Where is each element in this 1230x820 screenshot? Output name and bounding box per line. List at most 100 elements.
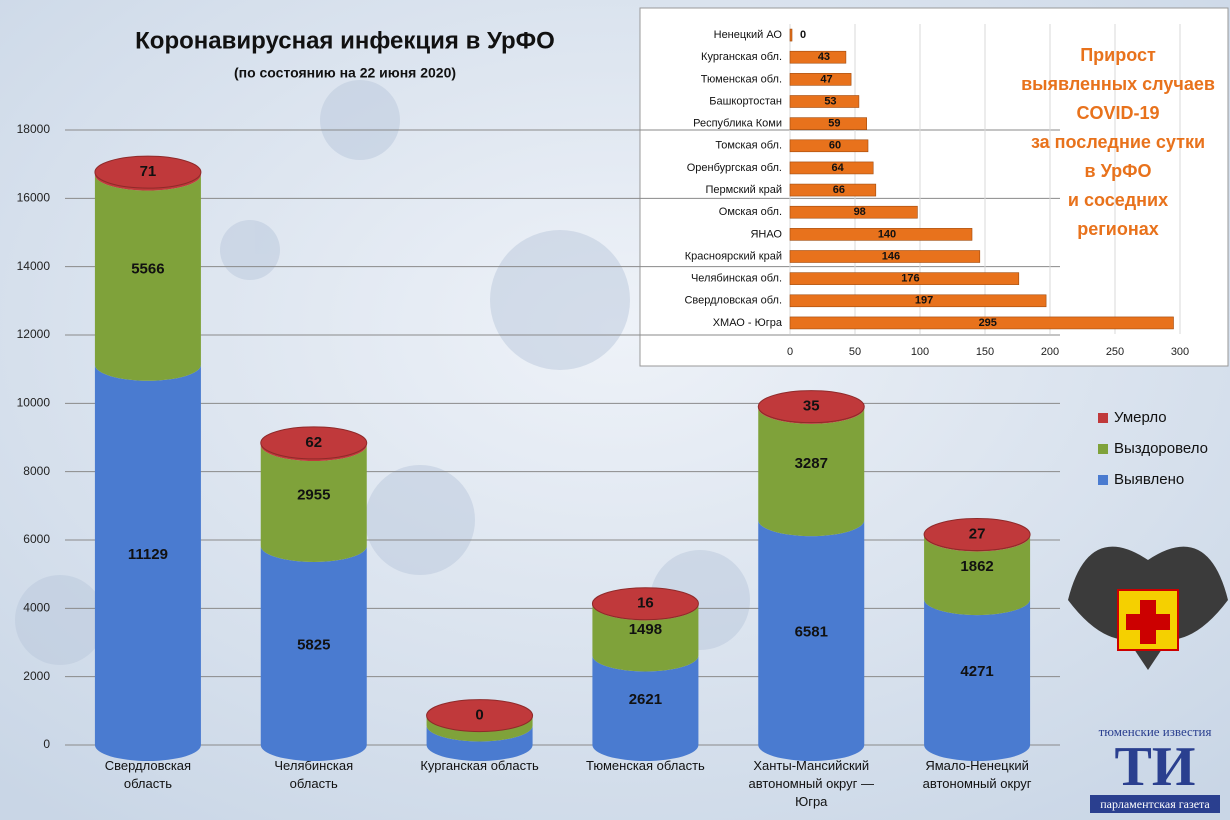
inset-title: Прирост bbox=[1080, 45, 1156, 65]
data-label: 71 bbox=[140, 163, 157, 180]
bar-segment bbox=[94, 364, 201, 761]
cylinder-cap bbox=[591, 587, 699, 621]
data-label: 98 bbox=[854, 206, 866, 218]
y-tick-label: Свердловская обл. bbox=[684, 295, 782, 307]
y-tick-label: 2000 bbox=[23, 669, 50, 683]
inset-title: в УрФО bbox=[1085, 161, 1152, 181]
y-tick-label: Оренбургская обл. bbox=[687, 162, 782, 174]
logo-top: тюменские известия bbox=[1099, 724, 1212, 739]
chart-subtitle: (по состоянию на 22 июня 2020) bbox=[234, 65, 456, 81]
bar bbox=[789, 95, 860, 108]
y-tick-label: Башкортостан bbox=[709, 95, 782, 107]
x-tick-label: Свердловская область bbox=[105, 758, 191, 791]
bar-segment bbox=[426, 715, 533, 742]
bar bbox=[789, 50, 847, 64]
y-tick-label: Томская обл. bbox=[715, 140, 782, 152]
bar-segment bbox=[758, 520, 865, 761]
x-tick-label: Челябинская область bbox=[274, 758, 353, 791]
data-label: 5566 bbox=[131, 261, 164, 278]
data-label: 59 bbox=[828, 118, 840, 130]
y-tick-label: 8000 bbox=[23, 464, 50, 478]
legend-label: Умерло bbox=[1114, 409, 1167, 426]
bar-segment bbox=[260, 445, 367, 562]
bar-segment bbox=[758, 407, 865, 537]
logo: тюменские известия ТИ парламентская газе… bbox=[1090, 724, 1220, 813]
x-tick-label: Ямало-Ненецкий автономный округ bbox=[923, 758, 1032, 791]
y-tick-label: Пермский край bbox=[705, 184, 782, 196]
cylinder-cap bbox=[757, 390, 865, 424]
emblem bbox=[1068, 546, 1228, 670]
bar bbox=[789, 139, 869, 153]
data-label: 0 bbox=[800, 29, 806, 41]
cylinder-cap bbox=[94, 155, 202, 189]
x-tick-label: Ханты-Мансийский автономный округ — Югра bbox=[749, 758, 875, 809]
y-tick-label: 6000 bbox=[23, 532, 50, 546]
y-tick-label: Омская обл. bbox=[719, 206, 782, 218]
x-tick-label: 50 bbox=[849, 346, 861, 358]
data-label: 2955 bbox=[297, 486, 330, 503]
y-tick-label: ХМАО - Югра bbox=[713, 317, 783, 329]
y-tick-label: 16000 bbox=[17, 191, 51, 205]
bar-segment bbox=[924, 599, 1031, 761]
x-tick-label: Тюменская область bbox=[586, 758, 705, 773]
bar bbox=[789, 73, 852, 86]
data-label: 6581 bbox=[795, 624, 828, 641]
data-label: 27 bbox=[969, 526, 986, 543]
y-tick-label: 10000 bbox=[17, 396, 51, 410]
legend-label: Выздоровело bbox=[1114, 440, 1208, 457]
data-label: 64 bbox=[831, 162, 844, 174]
y-tick-label: Республика Коми bbox=[693, 118, 782, 130]
data-label: 3287 bbox=[795, 455, 828, 472]
data-label: 146 bbox=[882, 250, 900, 262]
inset-title: COVID-19 bbox=[1076, 103, 1159, 123]
legend-label: Выявлено bbox=[1114, 471, 1184, 488]
data-label: 140 bbox=[878, 228, 896, 240]
data-label: 11129 bbox=[128, 546, 168, 563]
cylinder-cap bbox=[426, 699, 534, 733]
cylinder-cap bbox=[923, 518, 1031, 552]
y-tick-label: ЯНАО bbox=[750, 228, 782, 240]
logo-mark: ТИ bbox=[1115, 736, 1196, 798]
y-tick-label: Тюменская обл. bbox=[701, 73, 782, 85]
data-label: 176 bbox=[901, 273, 919, 285]
y-tick-label: 12000 bbox=[17, 327, 51, 341]
y-tick-label: 14000 bbox=[17, 259, 51, 273]
y-tick-label: Ненецкий АО bbox=[714, 29, 783, 41]
data-label: 60 bbox=[829, 140, 841, 152]
bar-segment bbox=[94, 174, 201, 381]
bar bbox=[789, 205, 918, 219]
data-label: 16 bbox=[637, 595, 654, 612]
bar-segment bbox=[924, 535, 1031, 616]
y-tick-label: 0 bbox=[43, 737, 50, 751]
bar-segment bbox=[592, 604, 699, 672]
data-label: 295 bbox=[979, 317, 997, 329]
data-label: 1862 bbox=[960, 558, 993, 575]
x-tick-label: 300 bbox=[1171, 346, 1189, 358]
data-label: 4271 bbox=[960, 663, 993, 680]
x-tick-label: 100 bbox=[911, 346, 929, 358]
bar-segment bbox=[260, 545, 367, 761]
legend-swatch bbox=[1098, 413, 1108, 423]
y-tick-label: 18000 bbox=[17, 122, 51, 136]
bar-segment bbox=[426, 725, 533, 761]
inset-title: и соседних bbox=[1068, 190, 1168, 210]
data-label: 197 bbox=[915, 295, 933, 307]
data-label: 1498 bbox=[629, 621, 662, 638]
chart-title: Коронавирусная инфекция в УрФО bbox=[135, 27, 555, 54]
data-label: 47 bbox=[820, 73, 832, 85]
bar bbox=[789, 316, 1174, 330]
bar bbox=[789, 272, 1020, 285]
bar-segment bbox=[592, 655, 699, 761]
y-tick-label: 4000 bbox=[23, 601, 50, 615]
bar bbox=[789, 294, 1047, 308]
data-label: 66 bbox=[833, 184, 845, 196]
bar bbox=[789, 28, 793, 42]
data-label: 62 bbox=[305, 434, 322, 451]
inset-title: регионах bbox=[1077, 219, 1158, 239]
data-label: 5825 bbox=[297, 636, 330, 653]
inset-title: выявленных случаев bbox=[1021, 74, 1215, 94]
legend-swatch bbox=[1098, 475, 1108, 485]
x-tick-label: 200 bbox=[1041, 346, 1059, 358]
logo-bottom: парламентская газета bbox=[1100, 797, 1210, 811]
